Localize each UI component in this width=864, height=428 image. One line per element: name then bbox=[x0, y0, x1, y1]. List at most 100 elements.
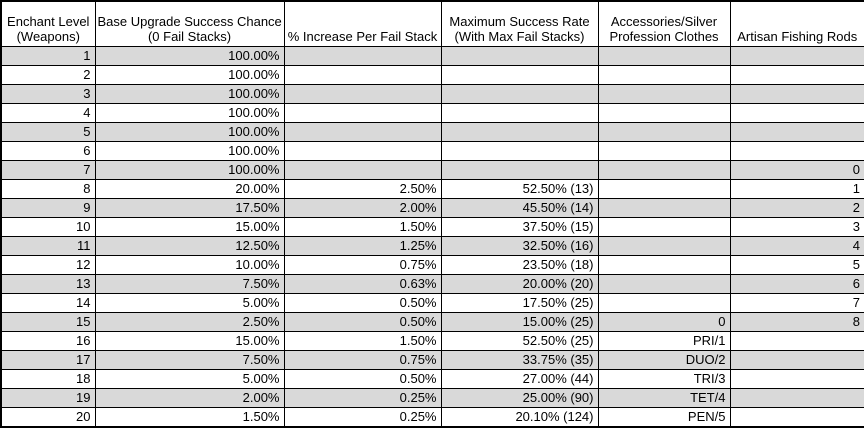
cell-enchant-level: 8 bbox=[0, 178, 96, 199]
header-line: % Increase Per Fail Stack bbox=[287, 28, 438, 44]
cell-increase-per-stack: 0.50% bbox=[283, 368, 442, 389]
table-row: 12 10.00% 0.75% 23.50% (18) 5 bbox=[0, 254, 864, 275]
table-row: 10 15.00% 1.50% 37.50% (15) 3 bbox=[0, 216, 864, 237]
table-row: 17 7.50% 0.75% 33.75% (35) DUO/2 bbox=[0, 349, 864, 370]
header-artisan-fishing-rods: Artisan Fishing Rods bbox=[729, 0, 864, 47]
header-accessories-silver-clothes: Accessories/Silver Profession Clothes bbox=[597, 0, 731, 47]
cell-artisan-fishing-rods bbox=[729, 387, 864, 408]
cell-base-chance: 10.00% bbox=[94, 254, 285, 275]
cell-accessories-silver-clothes bbox=[597, 292, 731, 313]
cell-base-chance: 100.00% bbox=[94, 45, 285, 66]
cell-max-success-rate bbox=[440, 121, 599, 142]
cell-enchant-level: 13 bbox=[0, 273, 96, 294]
header-line: Accessories/Silver bbox=[610, 13, 718, 29]
cell-enchant-level: 19 bbox=[0, 387, 96, 408]
cell-accessories-silver-clothes bbox=[597, 159, 731, 180]
cell-accessories-silver-clothes: PEN/5 bbox=[597, 406, 731, 427]
cell-accessories-silver-clothes: 0 bbox=[597, 311, 731, 332]
cell-increase-per-stack: 0.75% bbox=[283, 349, 442, 370]
header-line: Enchant Level bbox=[7, 13, 90, 29]
cell-artisan-fishing-rods bbox=[729, 140, 864, 161]
cell-artisan-fishing-rods bbox=[729, 64, 864, 85]
cell-accessories-silver-clothes bbox=[597, 83, 731, 104]
cell-base-chance: 100.00% bbox=[94, 64, 285, 85]
table-row: 5 100.00% bbox=[0, 121, 864, 142]
cell-artisan-fishing-rods: 3 bbox=[729, 216, 864, 237]
cell-enchant-level: 14 bbox=[0, 292, 96, 313]
cell-enchant-level: 6 bbox=[0, 140, 96, 161]
cell-base-chance: 2.50% bbox=[94, 311, 285, 332]
cell-enchant-level: 4 bbox=[0, 102, 96, 123]
cell-base-chance: 17.50% bbox=[94, 197, 285, 218]
cell-artisan-fishing-rods: 6 bbox=[729, 273, 864, 294]
cell-increase-per-stack: 2.50% bbox=[283, 178, 442, 199]
cell-increase-per-stack bbox=[283, 45, 442, 66]
header-line: (0 Fail Stacks) bbox=[147, 28, 232, 44]
cell-max-success-rate bbox=[440, 64, 599, 85]
cell-base-chance: 1.50% bbox=[94, 406, 285, 427]
cell-max-success-rate: 15.00% (25) bbox=[440, 311, 599, 332]
table-row: 1 100.00% bbox=[0, 45, 864, 66]
cell-base-chance: 5.00% bbox=[94, 368, 285, 389]
cell-accessories-silver-clothes bbox=[597, 45, 731, 66]
cell-enchant-level: 18 bbox=[0, 368, 96, 389]
cell-artisan-fishing-rods: 4 bbox=[729, 235, 864, 256]
cell-enchant-level: 20 bbox=[0, 406, 96, 427]
table-body: 1 100.00% 2 100.00% 3 100.00% 4 100.00% 5 100.00%… bbox=[0, 45, 864, 427]
header-line: (Weapons) bbox=[16, 28, 80, 44]
cell-enchant-level: 10 bbox=[0, 216, 96, 237]
cell-max-success-rate: 23.50% (18) bbox=[440, 254, 599, 275]
cell-accessories-silver-clothes bbox=[597, 197, 731, 218]
header-line: Maximum Success Rate bbox=[449, 13, 590, 29]
cell-accessories-silver-clothes bbox=[597, 64, 731, 85]
cell-max-success-rate: 20.00% (20) bbox=[440, 273, 599, 294]
cell-enchant-level: 1 bbox=[0, 45, 96, 66]
cell-enchant-level: 17 bbox=[0, 349, 96, 370]
cell-increase-per-stack bbox=[283, 140, 442, 161]
cell-base-chance: 12.50% bbox=[94, 235, 285, 256]
cell-increase-per-stack bbox=[283, 64, 442, 85]
table-row: 11 12.50% 1.25% 32.50% (16) 4 bbox=[0, 235, 864, 256]
cell-enchant-level: 11 bbox=[0, 235, 96, 256]
table-row: 6 100.00% bbox=[0, 140, 864, 161]
cell-accessories-silver-clothes bbox=[597, 102, 731, 123]
cell-increase-per-stack: 0.50% bbox=[283, 311, 442, 332]
cell-increase-per-stack: 1.50% bbox=[283, 330, 442, 351]
cell-base-chance: 100.00% bbox=[94, 83, 285, 104]
cell-artisan-fishing-rods bbox=[729, 349, 864, 370]
cell-enchant-level: 7 bbox=[0, 159, 96, 180]
cell-artisan-fishing-rods: 0 bbox=[729, 159, 864, 180]
cell-increase-per-stack bbox=[283, 83, 442, 104]
cell-max-success-rate: 27.00% (44) bbox=[440, 368, 599, 389]
header-row: Enchant Level (Weapons) Base Upgrade Suc… bbox=[0, 0, 864, 47]
cell-enchant-level: 3 bbox=[0, 83, 96, 104]
cell-increase-per-stack: 1.25% bbox=[283, 235, 442, 256]
cell-accessories-silver-clothes bbox=[597, 216, 731, 237]
cell-artisan-fishing-rods bbox=[729, 45, 864, 66]
header-line: Base Upgrade Success Chance bbox=[97, 13, 282, 29]
cell-base-chance: 20.00% bbox=[94, 178, 285, 199]
cell-artisan-fishing-rods: 2 bbox=[729, 197, 864, 218]
cell-increase-per-stack bbox=[283, 102, 442, 123]
cell-accessories-silver-clothes: TRI/3 bbox=[597, 368, 731, 389]
cell-artisan-fishing-rods bbox=[729, 121, 864, 142]
cell-base-chance: 7.50% bbox=[94, 349, 285, 370]
table-row: 13 7.50% 0.63% 20.00% (20) 6 bbox=[0, 273, 864, 294]
table-row: 9 17.50% 2.00% 45.50% (14) 2 bbox=[0, 197, 864, 218]
table-row: 2 100.00% bbox=[0, 64, 864, 85]
cell-increase-per-stack: 1.50% bbox=[283, 216, 442, 237]
cell-max-success-rate bbox=[440, 140, 599, 161]
cell-enchant-level: 2 bbox=[0, 64, 96, 85]
cell-accessories-silver-clothes bbox=[597, 121, 731, 142]
cell-max-success-rate bbox=[440, 159, 599, 180]
cell-accessories-silver-clothes bbox=[597, 235, 731, 256]
cell-artisan-fishing-rods bbox=[729, 83, 864, 104]
table-row: 19 2.00% 0.25% 25.00% (90) TET/4 bbox=[0, 387, 864, 408]
table-row: 3 100.00% bbox=[0, 83, 864, 104]
table-row: 20 1.50% 0.25% 20.10% (124) PEN/5 bbox=[0, 406, 864, 427]
cell-max-success-rate: 33.75% (35) bbox=[440, 349, 599, 370]
cell-accessories-silver-clothes bbox=[597, 178, 731, 199]
cell-accessories-silver-clothes: DUO/2 bbox=[597, 349, 731, 370]
